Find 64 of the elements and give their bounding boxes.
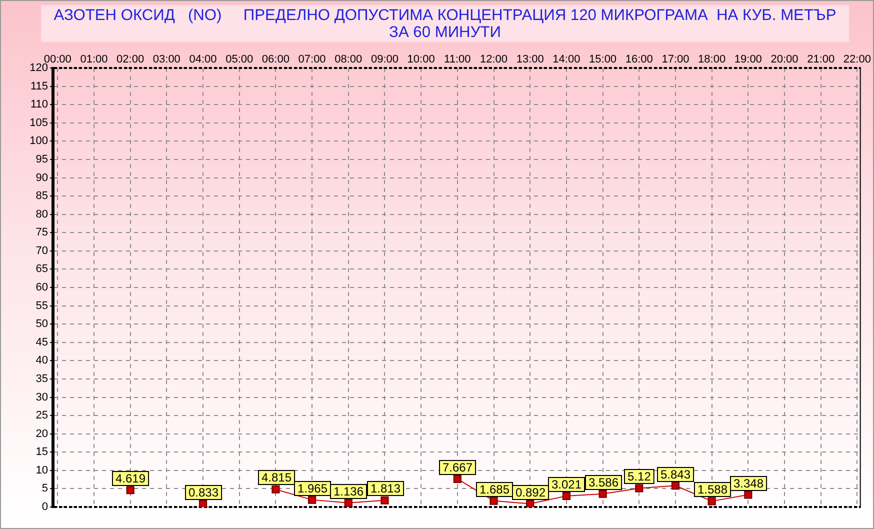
x-tick-label: 22:00: [843, 53, 871, 66]
data-label: 1.588: [698, 482, 728, 496]
y-tick-label: 10: [36, 464, 48, 476]
x-tick-label: 04:00: [189, 53, 217, 66]
data-label: 0.892: [516, 485, 546, 500]
data-label: 1.813: [370, 481, 401, 496]
data-label: 3.021: [552, 477, 582, 492]
y-tick-label: 85: [36, 190, 48, 202]
y-tick-label: 70: [36, 244, 48, 257]
x-tick-label: 08:00: [334, 53, 362, 66]
x-tick-label: 13:00: [516, 53, 544, 66]
x-tick-label: 01:00: [80, 53, 108, 66]
x-tick-label: 09:00: [370, 53, 398, 66]
y-tick-label: 95: [36, 153, 48, 166]
y-tick-label: 120: [30, 62, 48, 74]
y-tick-label: 30: [36, 391, 48, 404]
y-tick-label: 65: [36, 263, 48, 276]
y-tick-label: 40: [36, 354, 48, 367]
x-tick-label: 20:00: [770, 53, 798, 66]
data-label: 4.815: [262, 470, 292, 484]
y-tick-label: 35: [36, 372, 48, 385]
y-tick-label: 80: [36, 208, 48, 220]
y-tick-label: 5: [42, 482, 48, 495]
y-tick-label: 75: [36, 226, 48, 239]
data-label: 3.586: [588, 475, 619, 490]
x-tick-label: 15:00: [589, 53, 617, 66]
y-tick-label: 110: [30, 98, 48, 111]
y-tick-label: 55: [36, 300, 48, 312]
x-tick-label: 10:00: [407, 53, 435, 66]
x-tick-label: 06:00: [262, 53, 290, 66]
x-tick-label: 19:00: [734, 53, 762, 66]
data-label: 4.619: [116, 471, 146, 486]
data-label: 1.136: [334, 484, 364, 498]
x-tick-label: 03:00: [152, 53, 180, 66]
data-label: 0.833: [188, 485, 219, 500]
x-tick-label: 21:00: [807, 53, 835, 66]
chart-subtitle: ЗА 60 МИНУТИ: [388, 24, 502, 41]
y-tick-label: 0: [42, 501, 48, 514]
x-tick-label: 18:00: [698, 53, 726, 66]
data-label: 1.965: [298, 481, 328, 496]
x-tick-label: 12:00: [480, 53, 508, 66]
y-tick-label: 60: [36, 282, 48, 294]
y-tick-label: 15: [36, 446, 48, 458]
y-tick-label: 105: [30, 116, 48, 129]
y-tick-label: 50: [36, 318, 48, 330]
x-tick-label: 02:00: [116, 53, 144, 66]
x-tick-label: 07:00: [298, 53, 326, 66]
y-tick-label: 20: [36, 428, 48, 440]
x-tick-label: 17:00: [662, 53, 690, 66]
y-tick-label: 115: [30, 80, 48, 92]
x-tick-label: 05:00: [226, 53, 254, 66]
y-tick-label: 100: [30, 135, 48, 148]
x-tick-label: 11:00: [444, 53, 471, 66]
data-label: 5.12: [628, 469, 652, 484]
y-tick-label: 25: [36, 410, 48, 422]
data-label: 5.843: [660, 467, 691, 482]
y-tick-label: 45: [36, 336, 48, 348]
y-tick-label: 90: [36, 172, 48, 184]
data-label: 1.685: [480, 482, 510, 496]
x-tick-label: 16:00: [625, 53, 653, 66]
x-tick-label: 14:00: [552, 53, 580, 66]
data-label: 7.667: [442, 460, 473, 474]
data-label: 3.348: [734, 476, 764, 490]
chart-title: АЗОТЕН ОКСИД (NO) ПРЕДЕЛНО ДОПУСТИМА КОНЦЕНТРАЦИЯ 120 МИКРОГРАМА НА КУБ. МЕТЪР: [52, 7, 838, 24]
